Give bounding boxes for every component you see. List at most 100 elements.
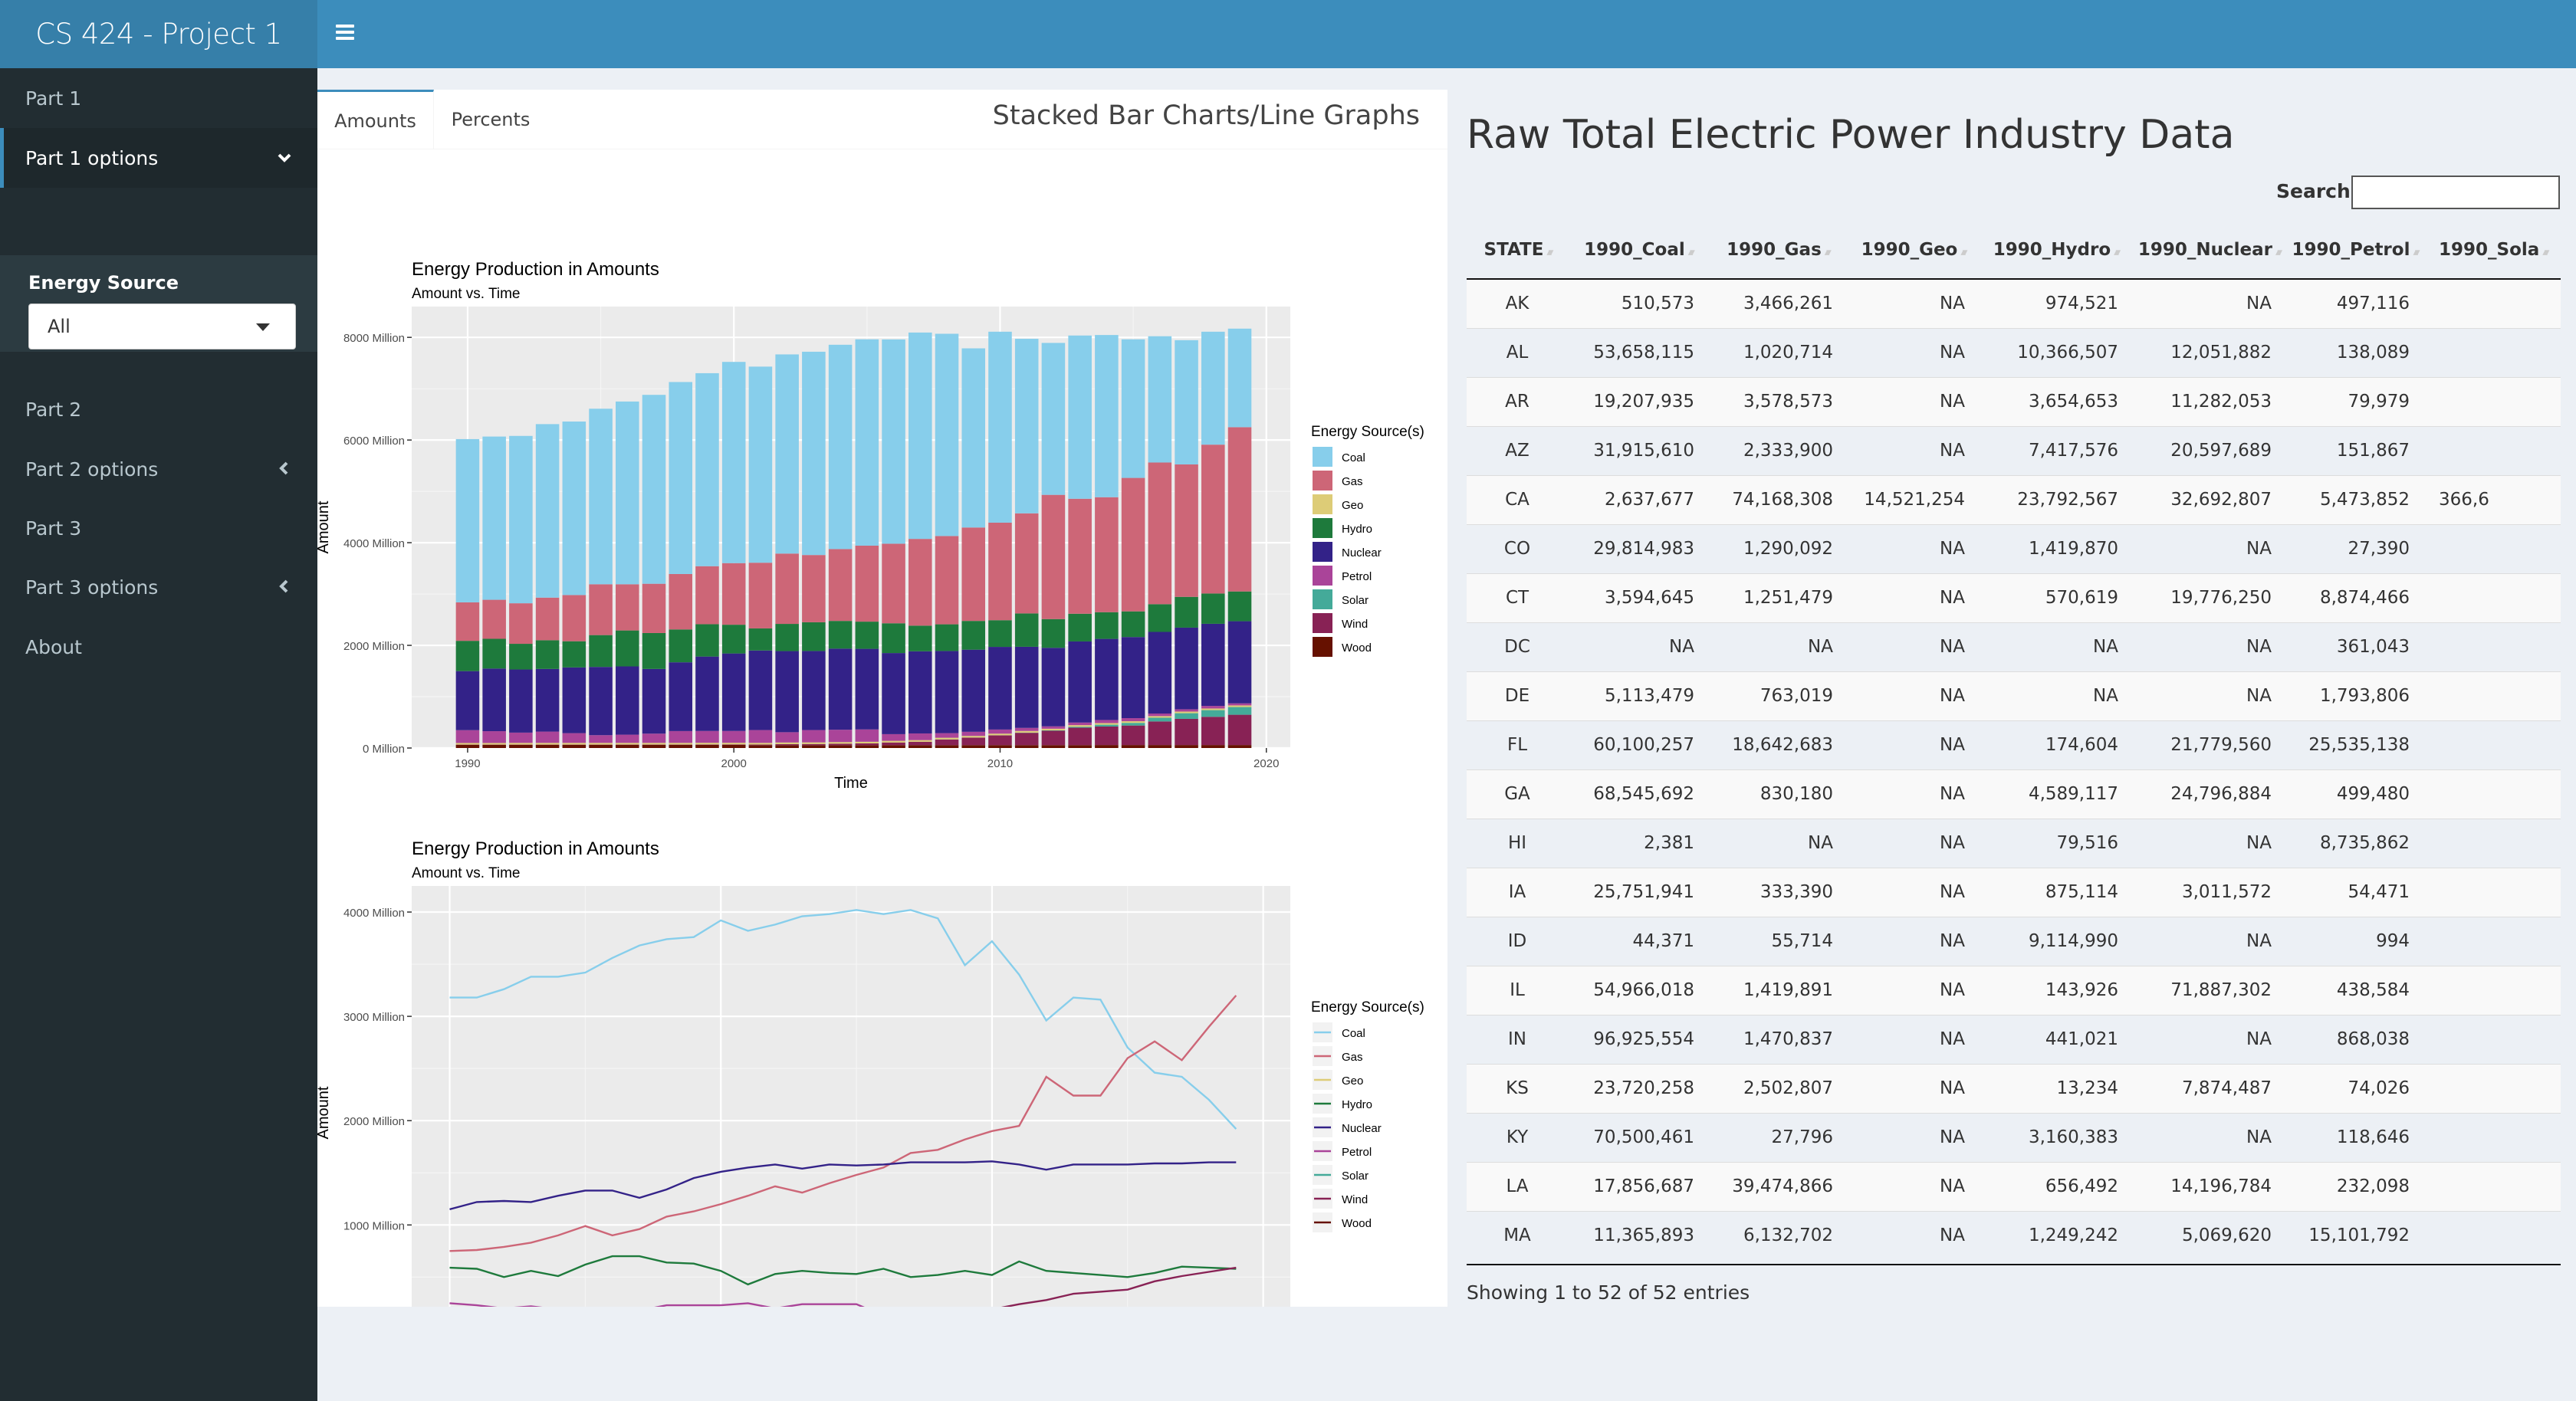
sort-icon: ▴▾ — [1960, 247, 1967, 258]
column-header[interactable]: 1990_Petrol ▴▾ — [2285, 221, 2423, 280]
bar-segment-gas — [695, 566, 719, 625]
bar-segment-wood — [1068, 745, 1092, 748]
legend-title: Energy Source(s) — [1311, 999, 1424, 1015]
bar-segment-wind — [695, 744, 719, 745]
bar-segment-gas — [855, 545, 879, 622]
sort-icon: ▴▾ — [1546, 247, 1553, 258]
table-row[interactable]: CA 2,637,677 74,168,308 14,521,254 23,792,56… — [1467, 474, 2561, 524]
bar-segment-nuclear — [961, 649, 986, 732]
bar-segment-hydro — [1201, 593, 1225, 624]
bar-segment-nuclear — [1148, 632, 1172, 714]
column-header[interactable]: STATE ▴▾ — [1467, 221, 1568, 280]
legend-swatch — [1313, 494, 1332, 514]
sidebar-item-part2-options[interactable]: Part 2 options — [0, 439, 317, 499]
column-header[interactable]: 1990_Coal ▴▾ — [1568, 221, 1708, 280]
table-row[interactable]: GA 68,545,692 830,180 NA 4,589,117 24,796,884… — [1467, 769, 2561, 819]
table-cell: 763,019 — [1708, 671, 1847, 720]
energy-source-select[interactable]: All — [28, 303, 296, 349]
table-row[interactable]: AR 19,207,935 3,578,573 NA 3,654,653 11,282,0… — [1467, 376, 2561, 426]
table-cell: 20,597,689 — [2132, 425, 2285, 475]
table-cell: 70,500,461 — [1568, 1112, 1708, 1162]
tab-amounts[interactable]: Amounts — [317, 90, 434, 149]
table-row[interactable]: AK 510,573 3,466,261 NA 974,521 NA 497,116 — [1467, 278, 2561, 328]
table-scroll-area[interactable]: STATE ▴▾ 1990_Coal ▴▾ 1990_Gas ▴▾ 1990_Geo ▴▾ 19… — [1460, 68, 2561, 1264]
sidebar-item-part3-options[interactable]: Part 3 options — [0, 557, 317, 617]
bar-segment-nuclear — [988, 647, 1012, 730]
bar-segment-coal — [935, 333, 959, 536]
table-cell: 23,720,258 — [1568, 1063, 1708, 1113]
bar-segment-wood — [1175, 745, 1198, 748]
bar-segment-solar — [1041, 730, 1066, 731]
column-header[interactable]: 1990_Sola ▴▾ — [2423, 221, 2561, 280]
table-row[interactable]: LA 17,856,687 39,474,866 NA 656,492 14,196,78… — [1467, 1161, 2561, 1211]
bar-segment-coal — [748, 366, 773, 563]
table-cell: 8,874,466 — [2285, 573, 2423, 622]
table-cell: NA — [1847, 1112, 1979, 1162]
table-row[interactable]: IA 25,751,941 333,390 NA 875,114 3,011,572 54,… — [1467, 867, 2561, 917]
column-header[interactable]: 1990_Hydro ▴▾ — [1979, 221, 2132, 280]
legend-label: Hydro — [1342, 523, 1372, 536]
bar-segment-coal — [589, 408, 613, 585]
sidebar-item-about[interactable]: About — [0, 617, 317, 677]
sidebar-item-part1[interactable]: Part 1 — [0, 68, 317, 128]
sidebar-item-part1-options[interactable]: Part 1 options — [0, 128, 317, 188]
table-row[interactable]: DC NA NA NA NA NA 361,043 — [1467, 622, 2561, 671]
table-row[interactable]: AZ 31,915,610 2,333,900 NA 7,417,576 20,597,6… — [1467, 425, 2561, 475]
table-row[interactable]: HI 2,381 NA NA 79,516 NA 8,735,862 — [1467, 818, 2561, 868]
y-tick-label: 1000 Million — [343, 1219, 405, 1232]
legend-label: Coal — [1342, 451, 1365, 464]
table-row[interactable]: ID 44,371 55,714 NA 9,114,990 NA 994 — [1467, 916, 2561, 966]
bar-segment-wood — [802, 745, 826, 748]
bar-segment-hydro — [509, 644, 533, 670]
table-row[interactable]: CO 29,814,983 1,290,092 NA 1,419,870 NA 27,390 — [1467, 523, 2561, 573]
bar-segment-hydro — [828, 621, 853, 649]
bar-segment-geo — [642, 743, 666, 745]
column-header-label: 1990_Geo — [1861, 240, 1958, 260]
table-cell: 29,814,983 — [1568, 523, 1708, 573]
bar-segment-petrol — [1095, 720, 1119, 723]
sidebar-toggle-icon[interactable] — [336, 21, 354, 44]
bar-segment-geo — [935, 737, 959, 740]
bar-segment-geo — [775, 742, 799, 744]
sidebar-item-part2[interactable]: Part 2 — [0, 379, 317, 439]
bar-segment-petrol — [482, 731, 506, 743]
stacked-bar-chart: Energy Production in Amounts Amount vs. T… — [315, 160, 1447, 812]
table-row[interactable]: FL 60,100,257 18,642,683 NA 174,604 21,779,56… — [1467, 720, 2561, 769]
table-cell: 1,290,092 — [1708, 523, 1847, 573]
table-cell: 53,658,115 — [1568, 327, 1708, 377]
bar-segment-hydro — [1014, 613, 1039, 647]
tab-percents[interactable]: Percents — [451, 109, 531, 130]
bar-segment-petrol — [642, 733, 666, 743]
table-row[interactable]: KS 23,720,258 2,502,807 NA 13,234 7,874,487 74… — [1467, 1063, 2561, 1113]
column-header[interactable]: 1990_Gas ▴▾ — [1708, 221, 1847, 280]
table-cell: DE — [1467, 671, 1568, 720]
table-row[interactable]: IL 54,966,018 1,419,891 NA 143,926 71,887,302… — [1467, 965, 2561, 1015]
table-row[interactable]: IN 96,925,554 1,470,837 NA 441,021 NA 868,038 — [1467, 1014, 2561, 1064]
table-cell: 17,856,687 — [1568, 1161, 1708, 1211]
table-cell: 2,637,677 — [1568, 474, 1708, 524]
table-row[interactable]: AL 53,658,115 1,020,714 NA 10,366,507 12,051,… — [1467, 327, 2561, 377]
column-header[interactable]: 1990_Nuclear ▴▾ — [2132, 221, 2285, 280]
legend-swatch — [1313, 637, 1332, 657]
bar-segment-hydro — [909, 625, 932, 651]
table-row[interactable]: CT 3,594,645 1,251,479 NA 570,619 19,776,250 8… — [1467, 573, 2561, 622]
line-series-gas — [449, 995, 1237, 1252]
search-input[interactable] — [2351, 176, 2560, 209]
table-row[interactable]: KY 70,500,461 27,796 NA 3,160,383 NA 118,646 — [1467, 1112, 2561, 1162]
table-row[interactable]: MA 11,365,893 6,132,702 NA 1,249,242 5,069,62… — [1467, 1210, 2561, 1260]
sidebar-item-part3[interactable]: Part 3 — [0, 498, 317, 558]
bar-segment-hydro — [535, 640, 560, 669]
app-title[interactable]: CS 424 - Project 1 — [0, 0, 317, 68]
bar-segment-hydro — [775, 624, 799, 651]
table-cell: 14,521,254 — [1847, 474, 1979, 524]
table-cell — [2423, 1014, 2561, 1064]
table-info: Showing 1 to 52 of 52 entries — [1467, 1281, 1750, 1304]
column-header[interactable]: 1990_Geo ▴▾ — [1847, 221, 1979, 280]
legend-label: Nuclear — [1342, 1122, 1382, 1135]
line-chart-svg: Energy Production in Amounts Amount vs. T… — [315, 838, 1424, 1383]
table-cell: NA — [1847, 376, 1979, 426]
bar-segment-petrol — [961, 731, 986, 737]
chevron-left-icon — [277, 458, 292, 484]
table-row[interactable]: DE 5,113,479 763,019 NA NA NA 1,793,806 — [1467, 671, 2561, 720]
bar-segment-coal — [802, 351, 826, 556]
